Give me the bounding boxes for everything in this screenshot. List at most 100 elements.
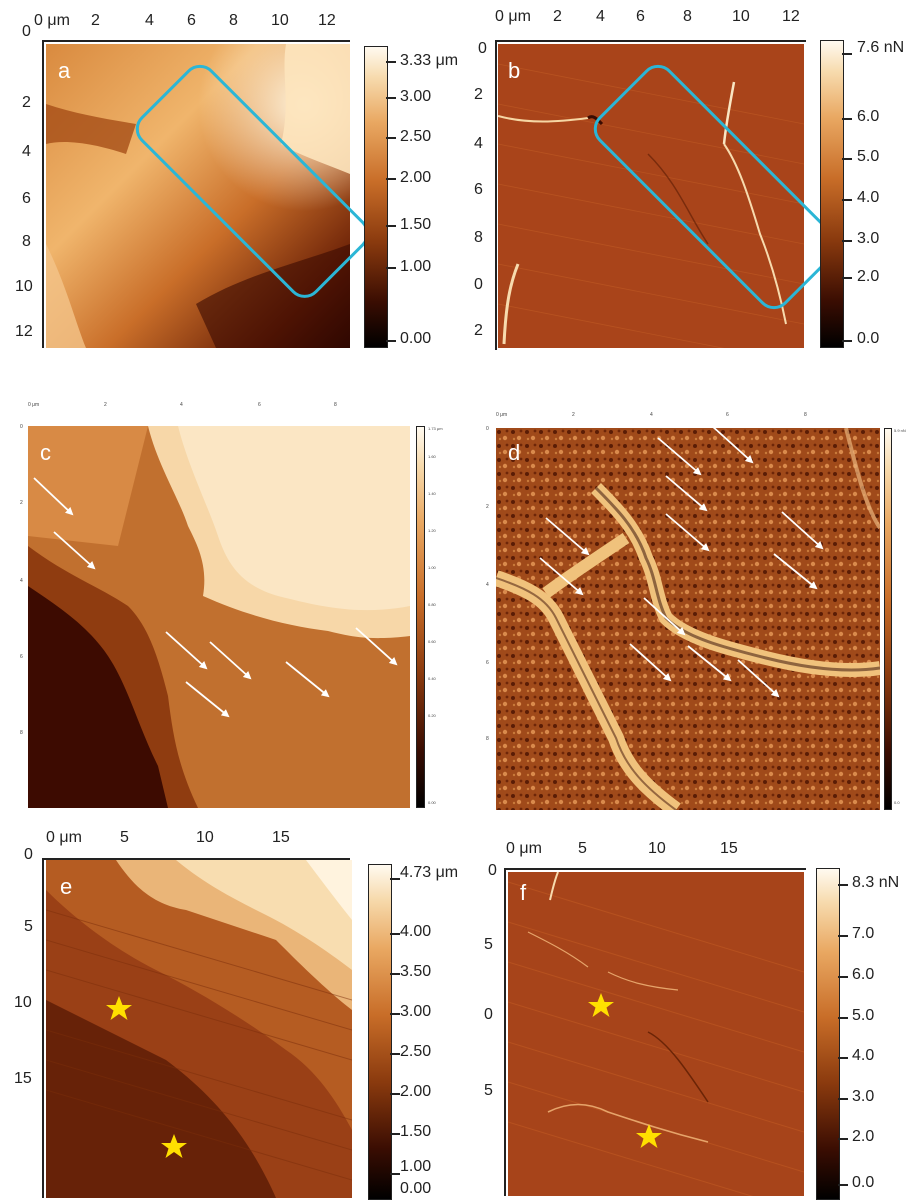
star-marker xyxy=(161,1134,187,1158)
x-tick: 8 xyxy=(683,8,692,25)
x-tick: 15 xyxy=(272,829,290,846)
colorbar-label: 3.0 xyxy=(857,230,880,247)
panel-label: f xyxy=(520,880,527,905)
y-tick: 6 xyxy=(22,190,31,207)
y-tick: 2 xyxy=(20,500,23,506)
colorbar xyxy=(416,426,425,808)
x-tick: 6 xyxy=(636,8,645,25)
friction-image xyxy=(508,872,804,1196)
x-tick: 10 xyxy=(732,8,750,25)
y-tick: 0 xyxy=(488,862,497,879)
y-tick: 0 xyxy=(478,40,487,57)
panel-label: c xyxy=(40,440,51,465)
colorbar-label: 0.80 xyxy=(428,602,436,607)
x-tick: 4 xyxy=(596,8,605,25)
colorbar-label: 6.0 xyxy=(857,108,880,125)
colorbar-label: 5.9 nN xyxy=(894,428,906,433)
colorbar-label: 1.00 xyxy=(428,565,436,570)
colorbar-label: 1.40 xyxy=(428,491,436,496)
colorbar-label: 8.3 nN xyxy=(852,874,900,891)
colorbar-label: 3.0 xyxy=(852,1088,875,1105)
colorbar-label: 0.0 xyxy=(852,1174,875,1191)
x-tick: 5 xyxy=(120,829,129,846)
colorbar-label: 4.0 xyxy=(857,189,880,206)
colorbar-label: 2.50 xyxy=(400,128,432,145)
colorbar-label: 2.0 xyxy=(852,1128,875,1145)
topography-image xyxy=(46,860,352,1198)
y-tick: 2 xyxy=(486,504,489,510)
colorbar-label: 0.40 xyxy=(428,676,436,681)
x-tick: 10 xyxy=(648,840,666,857)
colorbar-label: 1.00 xyxy=(400,258,432,275)
colorbar-label: 1.20 xyxy=(428,528,436,533)
x-tick: 6 xyxy=(726,412,729,418)
x-tick: 2 xyxy=(553,8,562,25)
y-tick: 5 xyxy=(24,918,33,935)
x-tick: 0 μm xyxy=(495,8,531,25)
stars xyxy=(588,993,662,1148)
colorbar-label: 0.00 xyxy=(400,330,432,347)
x-tick: 8 xyxy=(229,12,238,29)
y-tick: 8 xyxy=(474,229,483,246)
y-tick: 0 xyxy=(22,23,31,40)
x-tick: 6 xyxy=(258,402,261,408)
x-tick: 4 xyxy=(180,402,183,408)
y-tick: 10 xyxy=(14,994,32,1011)
colorbar-label: 2.0 xyxy=(857,268,880,285)
y-tick: 4 xyxy=(22,143,31,160)
x-tick: 4 xyxy=(145,12,154,29)
panel-e: 0 μm 5 10 15 0 5 10 15 e xyxy=(0,820,460,1200)
y-tick: 2 xyxy=(474,86,483,103)
y-tick: 0 xyxy=(486,426,489,432)
colorbar-label: 0.60 xyxy=(428,639,436,644)
y-tick: 2 xyxy=(22,94,31,111)
y-tick: 12 xyxy=(15,323,33,340)
y-tick: 15 xyxy=(14,1070,32,1087)
x-tick: 2 xyxy=(91,12,100,29)
colorbar-label: 2.00 xyxy=(400,169,432,186)
y-tick: 6 xyxy=(486,660,489,666)
topography-image xyxy=(28,426,410,808)
colorbar-label: 3.00 xyxy=(400,88,432,105)
star-marker xyxy=(106,996,132,1020)
colorbar-label: 3.33 μm xyxy=(400,52,459,69)
colorbar-label: 1.00 xyxy=(400,1158,432,1175)
x-tick: 0 μm xyxy=(506,840,542,857)
colorbar-label: 0.0 xyxy=(894,800,900,805)
panel-f: 0 μm 5 10 15 0 5 0 5 f xyxy=(460,820,920,1200)
panel-d: 0 μm 2 4 6 8 0 2 4 6 8 d xyxy=(460,390,920,820)
x-tick: 8 xyxy=(334,402,337,408)
y-tick: 5 xyxy=(484,936,493,953)
panel-label: b xyxy=(508,58,521,83)
panel-c: 0 μm 2 4 6 8 0 2 4 6 8 c 1.73 μm 1.60 1.… xyxy=(0,390,460,820)
y-tick: 4 xyxy=(474,135,483,152)
y-tick: 0 xyxy=(474,276,483,293)
colorbar-label: 6.0 xyxy=(852,966,875,983)
y-tick: 8 xyxy=(22,233,31,250)
panel-b: 0 μm 2 4 6 8 10 12 0 2 4 6 8 0 2 xyxy=(460,0,920,360)
x-tick: 2 xyxy=(104,402,107,408)
colorbar-label: 7.0 xyxy=(852,925,875,942)
arrows xyxy=(539,425,824,698)
x-tick: 12 xyxy=(318,12,336,29)
colorbar-label: 5.0 xyxy=(857,148,880,165)
colorbar-label: 4.0 xyxy=(852,1047,875,1064)
colorbar xyxy=(884,428,892,810)
friction-image xyxy=(498,44,804,348)
star-marker xyxy=(636,1124,662,1148)
colorbar xyxy=(820,40,844,348)
star-marker xyxy=(588,993,614,1017)
x-tick: 0 μm xyxy=(496,412,508,418)
colorbar-label: 0.20 xyxy=(428,713,436,718)
x-tick: 8 xyxy=(804,412,807,418)
x-tick: 0 μm xyxy=(34,12,70,29)
highlight-box xyxy=(593,64,839,310)
colorbar-label: 2.50 xyxy=(400,1043,432,1060)
colorbar xyxy=(368,864,392,1200)
colorbar-label: 3.50 xyxy=(400,963,432,980)
y-tick: 8 xyxy=(20,730,23,736)
stars xyxy=(106,996,187,1158)
y-tick: 0 xyxy=(20,424,23,430)
panel-label: a xyxy=(58,58,71,83)
colorbar-label: 7.6 nN xyxy=(857,39,905,56)
